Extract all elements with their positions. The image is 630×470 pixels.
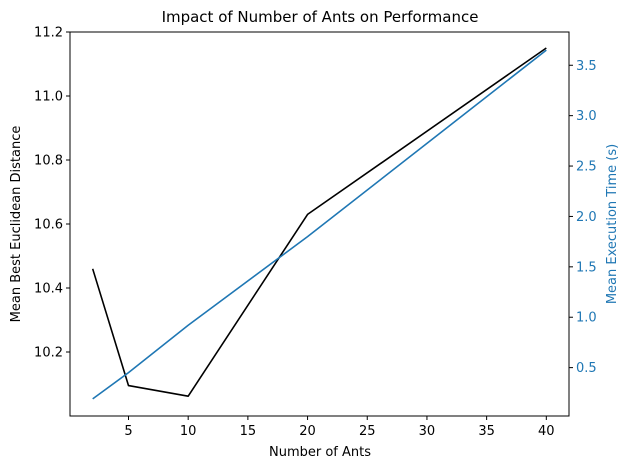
right-y-axis-label: Mean Execution Time (s) [605,144,620,304]
right-y-tick-label: 2.5 [576,160,597,175]
left-y-axis-ticks: 10.2 10.4 10.6 10.8 11.0 11.2 [34,26,70,361]
execution-time-line [92,49,547,400]
euclidean-distance-line [91,47,547,397]
left-y-axis-label: Mean Best Euclidean Distance [9,126,24,323]
x-axis-label: Number of Ants [269,445,371,460]
left-y-tick-label: 11.0 [34,90,63,105]
x-axis-ticks: 5 10 15 20 25 30 35 40 [124,416,555,439]
chart-title: Impact of Number of Ants on Performance [162,8,479,26]
left-y-tick-label: 10.6 [34,218,63,233]
x-tick-label: 15 [240,424,257,439]
left-y-tick-label: 10.4 [34,282,63,297]
right-y-tick-label: 1.0 [576,311,597,326]
left-y-tick-label: 10.2 [34,346,63,361]
right-y-axis-ticks: 0.5 1.0 1.5 2.0 2.5 3.0 3.5 [569,59,597,376]
x-tick-label: 40 [538,424,555,439]
plot-frame [69,31,570,417]
left-y-tick-label: 11.2 [34,26,63,41]
right-y-tick-label: 0.5 [576,361,597,376]
x-tick-label: 10 [180,424,197,439]
right-y-tick-label: 1.5 [576,260,597,275]
series-layer [91,47,547,400]
right-y-tick-label: 3.0 [576,109,597,124]
x-tick-label: 5 [124,424,132,439]
right-y-tick-label: 2.0 [576,210,597,225]
right-y-tick-label: 3.5 [576,59,597,74]
left-y-tick-label: 10.8 [34,154,63,169]
x-tick-label: 35 [478,424,495,439]
x-tick-label: 25 [359,424,376,439]
x-tick-label: 20 [299,424,316,439]
x-tick-label: 30 [419,424,436,439]
